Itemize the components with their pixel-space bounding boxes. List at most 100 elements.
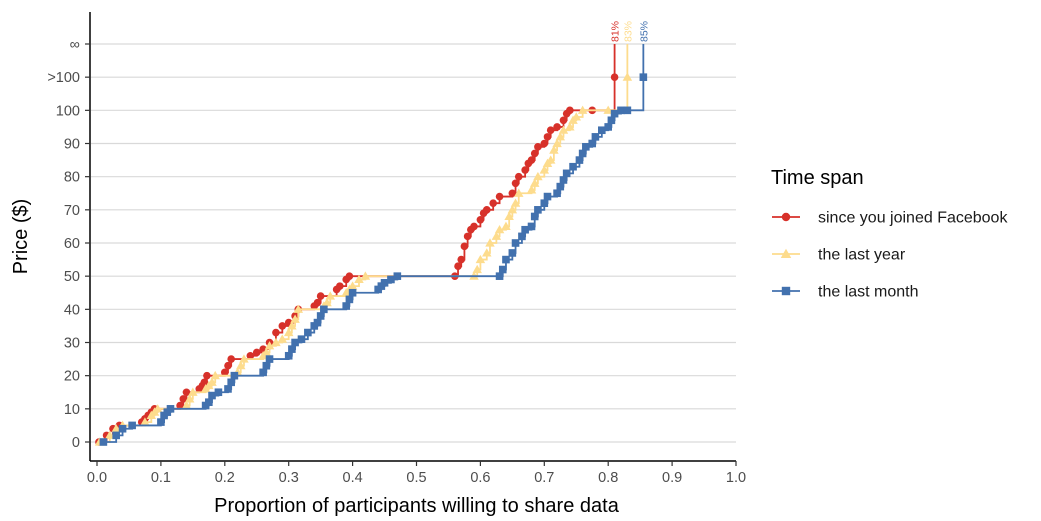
data-point — [546, 126, 555, 135]
data-point — [545, 155, 556, 164]
data-point — [181, 400, 192, 410]
data-point — [603, 105, 613, 114]
data-point — [313, 318, 322, 327]
data-point — [239, 354, 249, 363]
data-point — [336, 282, 344, 290]
data-point — [482, 206, 491, 214]
data-point — [501, 221, 511, 230]
data-point — [157, 418, 165, 426]
legend-marker — [780, 248, 792, 258]
legend-marker — [781, 212, 791, 222]
data-point — [322, 297, 332, 307]
data-point — [604, 123, 612, 131]
data-point — [498, 265, 507, 274]
series-end-label: 83% — [622, 21, 634, 42]
y-tick-label: 70 — [64, 203, 80, 219]
data-point — [291, 338, 299, 347]
data-point — [553, 189, 561, 198]
data-point — [227, 378, 235, 387]
data-point — [607, 116, 616, 125]
data-point — [252, 348, 261, 357]
y-tick-label: 50 — [64, 269, 80, 285]
legend-item: the last year — [772, 247, 906, 264]
data-point — [454, 262, 462, 271]
data-point — [543, 192, 552, 201]
data-point — [210, 370, 220, 380]
legend-label: the last month — [818, 284, 919, 301]
data-point — [491, 231, 502, 240]
series-end-label: 81% — [610, 21, 622, 42]
x-tick-label: 0.5 — [406, 470, 426, 486]
y-tick-label: 60 — [64, 236, 80, 252]
data-point — [236, 360, 246, 370]
data-point — [559, 176, 568, 184]
data-point — [277, 334, 288, 343]
data-point — [288, 345, 296, 353]
data-point — [569, 162, 577, 171]
x-axis-title: Proportion of participants willing to sh… — [214, 495, 620, 517]
data-point — [118, 424, 127, 433]
data-point — [200, 378, 209, 387]
data-point — [345, 295, 354, 304]
legend: Time span since you joined Facebook the l… — [771, 167, 1008, 301]
data-point — [283, 327, 294, 337]
data-point — [207, 377, 217, 386]
data-point — [342, 302, 351, 310]
x-tick-label: 0.3 — [279, 470, 299, 486]
x-tick-label: 0.0 — [87, 470, 107, 486]
data-point — [514, 172, 523, 181]
data-point — [316, 292, 325, 300]
data-point — [530, 149, 539, 158]
data-point — [140, 417, 150, 426]
data-point — [617, 106, 625, 115]
data-point — [495, 272, 504, 280]
x-tick-label: 1.0 — [726, 470, 746, 486]
data-point — [293, 304, 304, 313]
data-point — [558, 125, 569, 134]
series-1: 81% — [95, 21, 622, 446]
data-point — [476, 215, 485, 224]
data-point — [304, 328, 312, 337]
data-point — [128, 421, 136, 430]
data-point — [313, 298, 322, 307]
data-point — [325, 291, 335, 300]
x-tick-label: 0.6 — [470, 470, 490, 486]
data-point — [507, 205, 518, 214]
data-point — [214, 388, 223, 397]
data-point — [623, 106, 632, 115]
data-point — [475, 254, 486, 264]
data-point — [578, 149, 587, 158]
data-point — [345, 272, 354, 280]
data-point — [460, 242, 469, 251]
data-point — [598, 126, 606, 135]
tick-labels: 0.0 0.1 0.2 0.3 0.4 0.5 0.6 0.7 0.8 0.9 1.0 0 10 20 30… — [47, 37, 746, 486]
data-point — [176, 401, 184, 410]
data-point — [571, 112, 581, 121]
x-tick-label: 0.7 — [534, 470, 554, 486]
data-point — [510, 198, 521, 207]
data-point — [262, 361, 271, 370]
data-point — [316, 312, 325, 320]
data-point — [320, 305, 328, 314]
data-point — [511, 179, 520, 188]
legend-item: the last month — [772, 284, 919, 301]
data-point — [540, 199, 549, 207]
y-tick-label: 100 — [56, 103, 80, 119]
data-point — [387, 275, 395, 284]
y-tick-label: 90 — [64, 137, 80, 153]
data-point — [272, 328, 280, 337]
data-point — [284, 351, 293, 360]
data-point — [482, 248, 492, 257]
x-tick-label: 0.8 — [598, 470, 618, 486]
data-point — [188, 387, 198, 396]
data-point — [588, 139, 597, 148]
data-point — [297, 335, 306, 343]
data-point — [463, 232, 472, 241]
x-tick-label: 0.2 — [215, 470, 235, 486]
series-end-label: 85% — [638, 21, 650, 42]
data-point — [348, 288, 357, 297]
y-tick-label: ∞ — [70, 37, 80, 53]
data-point — [271, 337, 281, 347]
data-point — [508, 189, 517, 198]
